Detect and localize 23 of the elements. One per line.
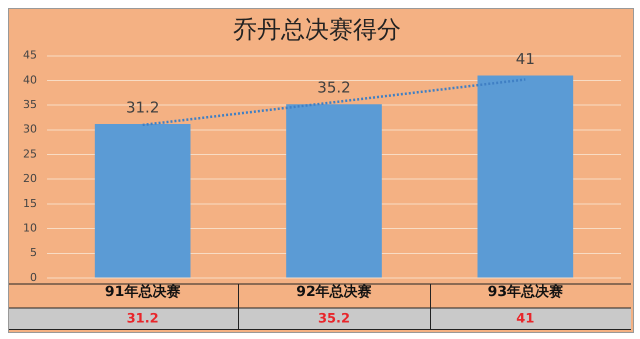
y-tick-label: 25 [22, 147, 37, 160]
y-tick-label: 40 [22, 73, 37, 86]
y-tick-label: 15 [22, 196, 37, 210]
y-tick-label: 45 [22, 48, 37, 62]
y-tick-label: 20 [22, 172, 37, 186]
y-tick-label: 35 [22, 98, 37, 112]
y-tick-label: 10 [22, 221, 37, 234]
y-tick-label: 0 [30, 270, 37, 284]
x-tick-label: 93年总决赛 [488, 283, 564, 300]
chart-title: 乔丹总决赛得分 [233, 16, 401, 44]
y-tick-label: 30 [22, 122, 37, 136]
text: 35.2 [317, 78, 351, 97]
bar [478, 76, 574, 278]
data-label: 31.2 [126, 311, 159, 326]
bar [94, 124, 190, 278]
bar [286, 104, 382, 278]
x-tick-label: 92年总决赛 [296, 283, 372, 300]
x-tick-label: 91年总决赛 [104, 283, 180, 300]
data-label: 35.2 [318, 311, 350, 326]
text: 41 [516, 50, 535, 68]
data-label: 41 [516, 311, 534, 326]
text: 31.2 [126, 98, 160, 116]
y-tick-label: 5 [30, 246, 37, 260]
